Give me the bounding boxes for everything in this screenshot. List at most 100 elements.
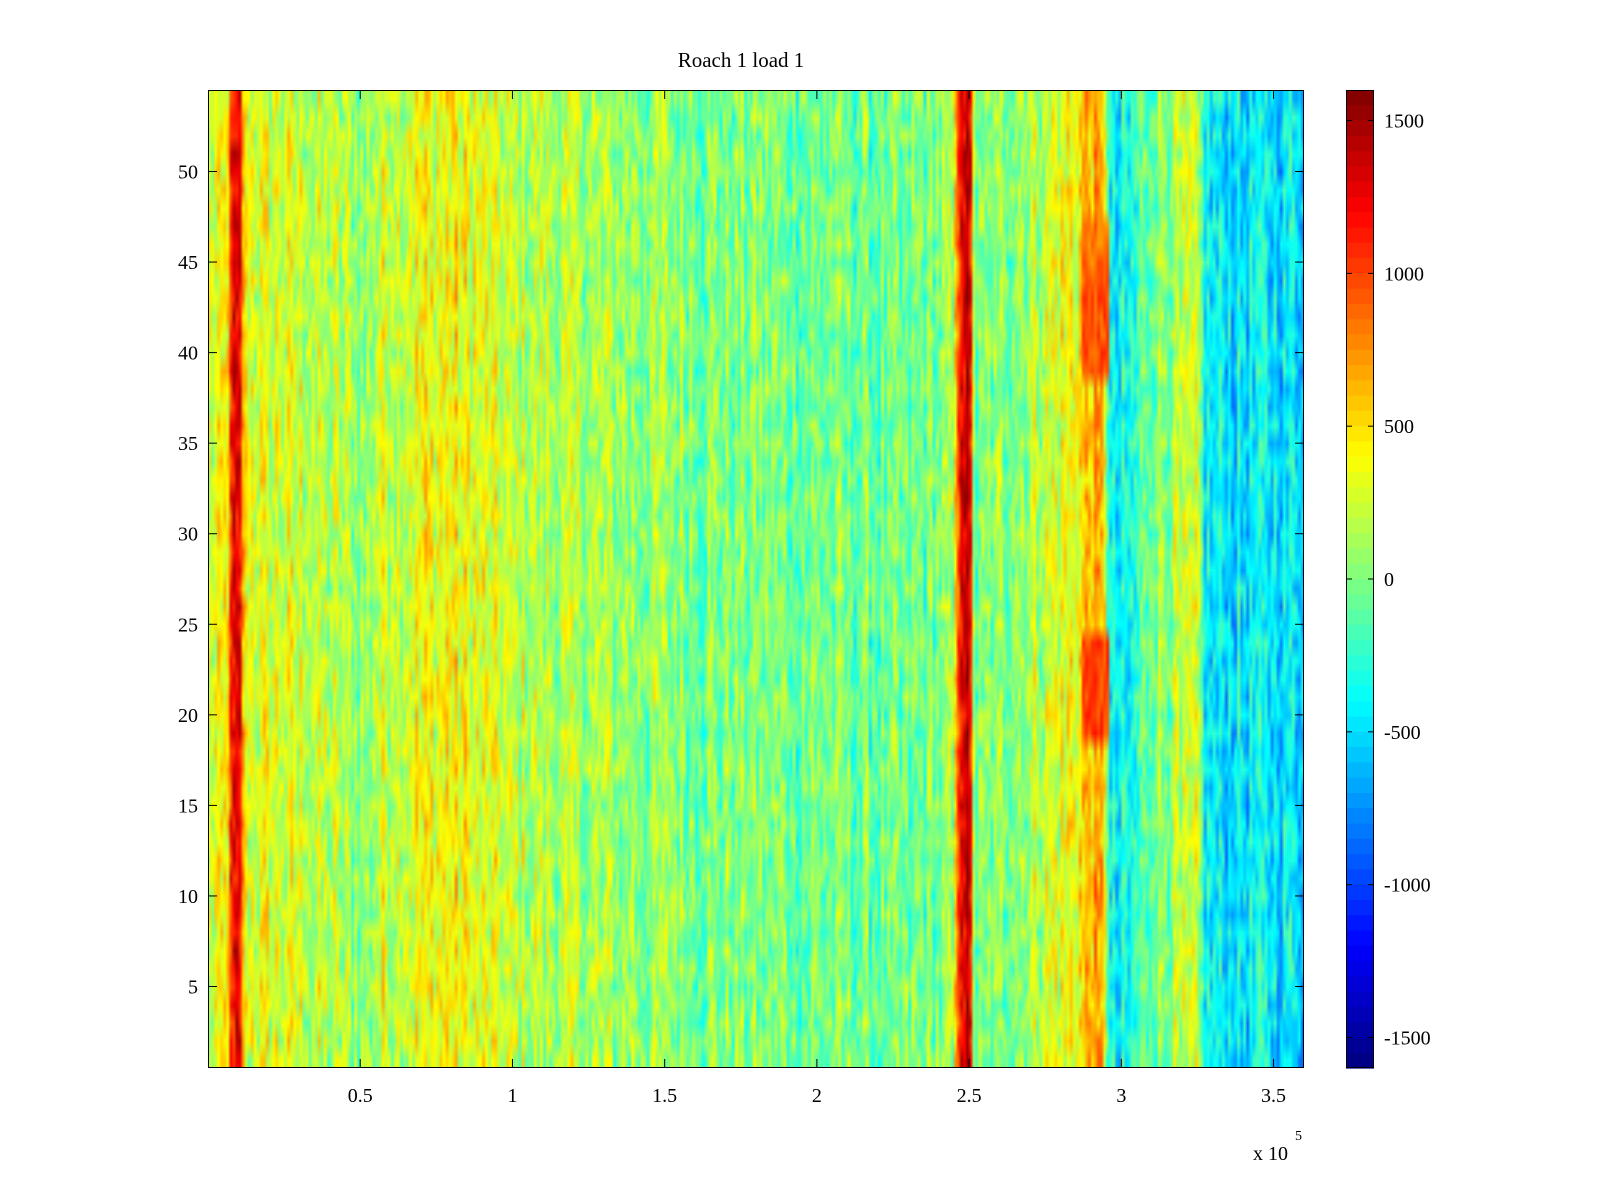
colorbar: 1500 1000 500 0 -500 -1000 -1500 (1346, 90, 1431, 1069)
colorbar-tick-label: 1500 (1384, 111, 1424, 133)
colorbar-band (1346, 991, 1374, 1008)
colorbar-band (1346, 135, 1374, 152)
colorbar-band (1346, 961, 1374, 977)
colorbar-band (1346, 242, 1374, 259)
colorbar-band (1346, 594, 1374, 611)
colorbar-band (1346, 731, 1374, 748)
colorbar-tick-label: 0 (1384, 569, 1394, 591)
y-tick-label: 15 (178, 795, 198, 817)
y-tick-label: 50 (178, 162, 198, 184)
y-axis: 5 10 15 20 25 30 35 40 45 50 (178, 162, 1304, 999)
y-tick-label: 20 (178, 705, 198, 727)
y-tick-label: 40 (178, 343, 198, 365)
plot-area (208, 90, 1304, 1068)
y-tick-label: 25 (178, 614, 198, 636)
colorbar-band (1346, 915, 1374, 932)
colorbar-band (1346, 609, 1374, 626)
colorbar-band (1346, 823, 1374, 840)
colorbar-tick-label: -1500 (1384, 1027, 1431, 1049)
colorbar-band (1346, 930, 1374, 947)
y-tick-label: 35 (178, 433, 198, 455)
colorbar-band (1346, 395, 1374, 412)
colorbar-band (1346, 502, 1374, 519)
colorbar-band (1346, 579, 1374, 595)
colorbar-band (1346, 288, 1374, 305)
colorbar-band (1346, 105, 1374, 122)
colorbar-band (1346, 90, 1374, 106)
colorbar-band (1346, 380, 1374, 397)
x-axis: 0.5 1 1.5 2 2.5 3 3.5 (348, 90, 1286, 1107)
colorbar-band (1346, 365, 1374, 381)
colorbar-band (1346, 166, 1374, 183)
colorbar-band (1346, 227, 1374, 244)
colorbar-band (1346, 456, 1374, 473)
colorbar-band (1346, 670, 1374, 687)
colorbar-band (1346, 716, 1374, 733)
colorbar-band (1346, 792, 1374, 809)
colorbar-ticks: 1500 1000 500 0 -500 -1000 -1500 (1346, 111, 1431, 1049)
colorbar-band (1346, 640, 1374, 657)
x-tick-label: 3 (1116, 1085, 1126, 1107)
colorbar-band (1346, 854, 1374, 870)
colorbar-band (1346, 655, 1374, 672)
colorbar-band (1346, 349, 1374, 366)
colorbar-band (1346, 685, 1374, 702)
colorbar-band (1346, 196, 1374, 213)
x-tick-label: 2 (812, 1085, 822, 1107)
colorbar-band (1346, 777, 1374, 794)
colorbar-band (1346, 181, 1374, 198)
colorbar-band (1346, 624, 1374, 641)
colorbar-band (1346, 808, 1374, 825)
x-tick-label: 3.5 (1261, 1085, 1286, 1107)
colorbar-band (1346, 441, 1374, 458)
x-multiplier-exponent: 5 (1295, 1129, 1302, 1144)
colorbar-band (1346, 258, 1374, 274)
colorbar-band (1346, 472, 1374, 488)
colorbar-band (1346, 701, 1374, 718)
colorbar-band (1346, 884, 1374, 901)
chart-title: Roach 1 load 1 (678, 48, 805, 72)
y-tick-label: 45 (178, 252, 198, 274)
colorbar-tick-label: 1000 (1384, 263, 1424, 285)
colorbar-band (1346, 563, 1374, 580)
colorbar-band (1346, 517, 1374, 534)
x-tick-label: 0.5 (348, 1085, 373, 1107)
x-tick-label: 1.5 (652, 1085, 677, 1107)
colorbar-band (1346, 487, 1374, 504)
colorbar-band (1346, 976, 1374, 993)
colorbar-band (1346, 548, 1374, 565)
y-tick-label: 10 (178, 886, 198, 908)
colorbar-band (1346, 151, 1374, 168)
colorbar-band (1346, 319, 1374, 336)
colorbar-gradient (1346, 90, 1374, 1069)
colorbar-band (1346, 334, 1374, 351)
colorbar-band (1346, 945, 1374, 962)
colorbar-band (1346, 426, 1374, 443)
y-tick-label: 5 (188, 977, 198, 999)
y-tick-label: 30 (178, 524, 198, 546)
colorbar-band (1346, 1006, 1374, 1023)
colorbar-band (1346, 747, 1374, 763)
colorbar-band (1346, 869, 1374, 886)
colorbar-band (1346, 1022, 1374, 1039)
x-tick-label: 2.5 (957, 1085, 982, 1107)
x-tick-label: 1 (507, 1085, 517, 1107)
colorbar-band (1346, 273, 1374, 290)
colorbar-band (1346, 762, 1374, 779)
colorbar-band (1346, 838, 1374, 855)
heatmap-image (208, 90, 1304, 1068)
colorbar-band (1346, 212, 1374, 229)
colorbar-band (1346, 899, 1374, 916)
colorbar-band (1346, 533, 1374, 550)
colorbar-band (1346, 303, 1374, 320)
colorbar-tick-label: -1000 (1384, 875, 1431, 897)
colorbar-band (1346, 120, 1374, 137)
colorbar-tick-label: 500 (1384, 416, 1414, 438)
plot-frame (208, 90, 1304, 1068)
colorbar-tick-label: -500 (1384, 722, 1421, 744)
colorbar-band (1346, 1037, 1374, 1054)
colorbar-band (1346, 410, 1374, 427)
colorbar-band (1346, 1052, 1374, 1069)
x-multiplier-label: x 10 (1253, 1143, 1288, 1165)
